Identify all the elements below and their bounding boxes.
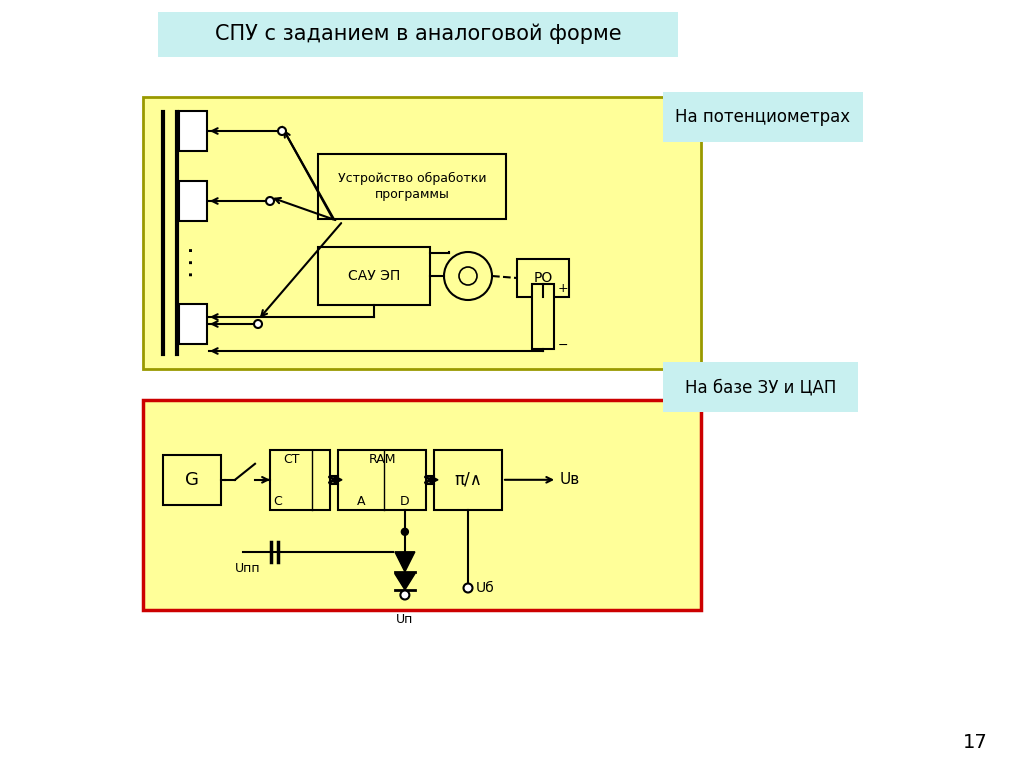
Text: На потенциометрах: На потенциометрах <box>676 108 851 126</box>
Circle shape <box>254 320 262 328</box>
Text: РО: РО <box>534 271 553 285</box>
Bar <box>318 154 506 219</box>
Text: САУ ЭП: САУ ЭП <box>348 269 400 283</box>
Text: C: C <box>273 495 283 509</box>
Circle shape <box>459 267 477 285</box>
Polygon shape <box>334 476 342 484</box>
Bar <box>163 455 221 505</box>
Bar <box>663 92 863 142</box>
Text: RAM: RAM <box>369 453 395 466</box>
Text: Uб: Uб <box>476 581 495 595</box>
Bar <box>143 400 701 610</box>
Text: Uв: Uв <box>560 472 581 487</box>
Text: На базе ЗУ и ЦАП: На базе ЗУ и ЦАП <box>685 378 837 396</box>
Text: Устройство обработки: Устройство обработки <box>338 172 486 185</box>
Text: 17: 17 <box>963 732 987 752</box>
Circle shape <box>278 127 286 135</box>
Text: π/∧: π/∧ <box>454 471 482 489</box>
Circle shape <box>400 591 410 600</box>
Bar <box>532 284 554 349</box>
Polygon shape <box>430 476 438 484</box>
Bar <box>143 97 701 369</box>
Bar <box>270 449 330 510</box>
Bar <box>179 111 207 151</box>
Text: CT: CT <box>283 453 299 466</box>
Bar <box>158 12 678 57</box>
Polygon shape <box>395 574 415 590</box>
Bar <box>179 181 207 221</box>
Bar <box>179 304 207 344</box>
Circle shape <box>266 197 274 205</box>
Text: · · ·: · · · <box>184 247 202 278</box>
Text: +: + <box>558 282 568 295</box>
Circle shape <box>444 252 492 300</box>
Bar <box>663 362 858 412</box>
Text: D: D <box>400 495 410 509</box>
Text: −: − <box>558 338 568 351</box>
Circle shape <box>401 528 409 535</box>
Bar <box>338 449 426 510</box>
Bar <box>517 259 569 297</box>
Bar <box>318 247 430 305</box>
Text: Uпп: Uпп <box>236 562 261 575</box>
Text: программы: программы <box>375 188 450 201</box>
Text: G: G <box>185 471 199 489</box>
Text: СПУ с заданием в аналоговой форме: СПУ с заданием в аналоговой форме <box>215 24 622 44</box>
Polygon shape <box>395 551 415 572</box>
Text: A: A <box>356 495 366 509</box>
Circle shape <box>464 584 472 592</box>
Text: Uп: Uп <box>396 613 414 626</box>
Bar <box>434 449 502 510</box>
